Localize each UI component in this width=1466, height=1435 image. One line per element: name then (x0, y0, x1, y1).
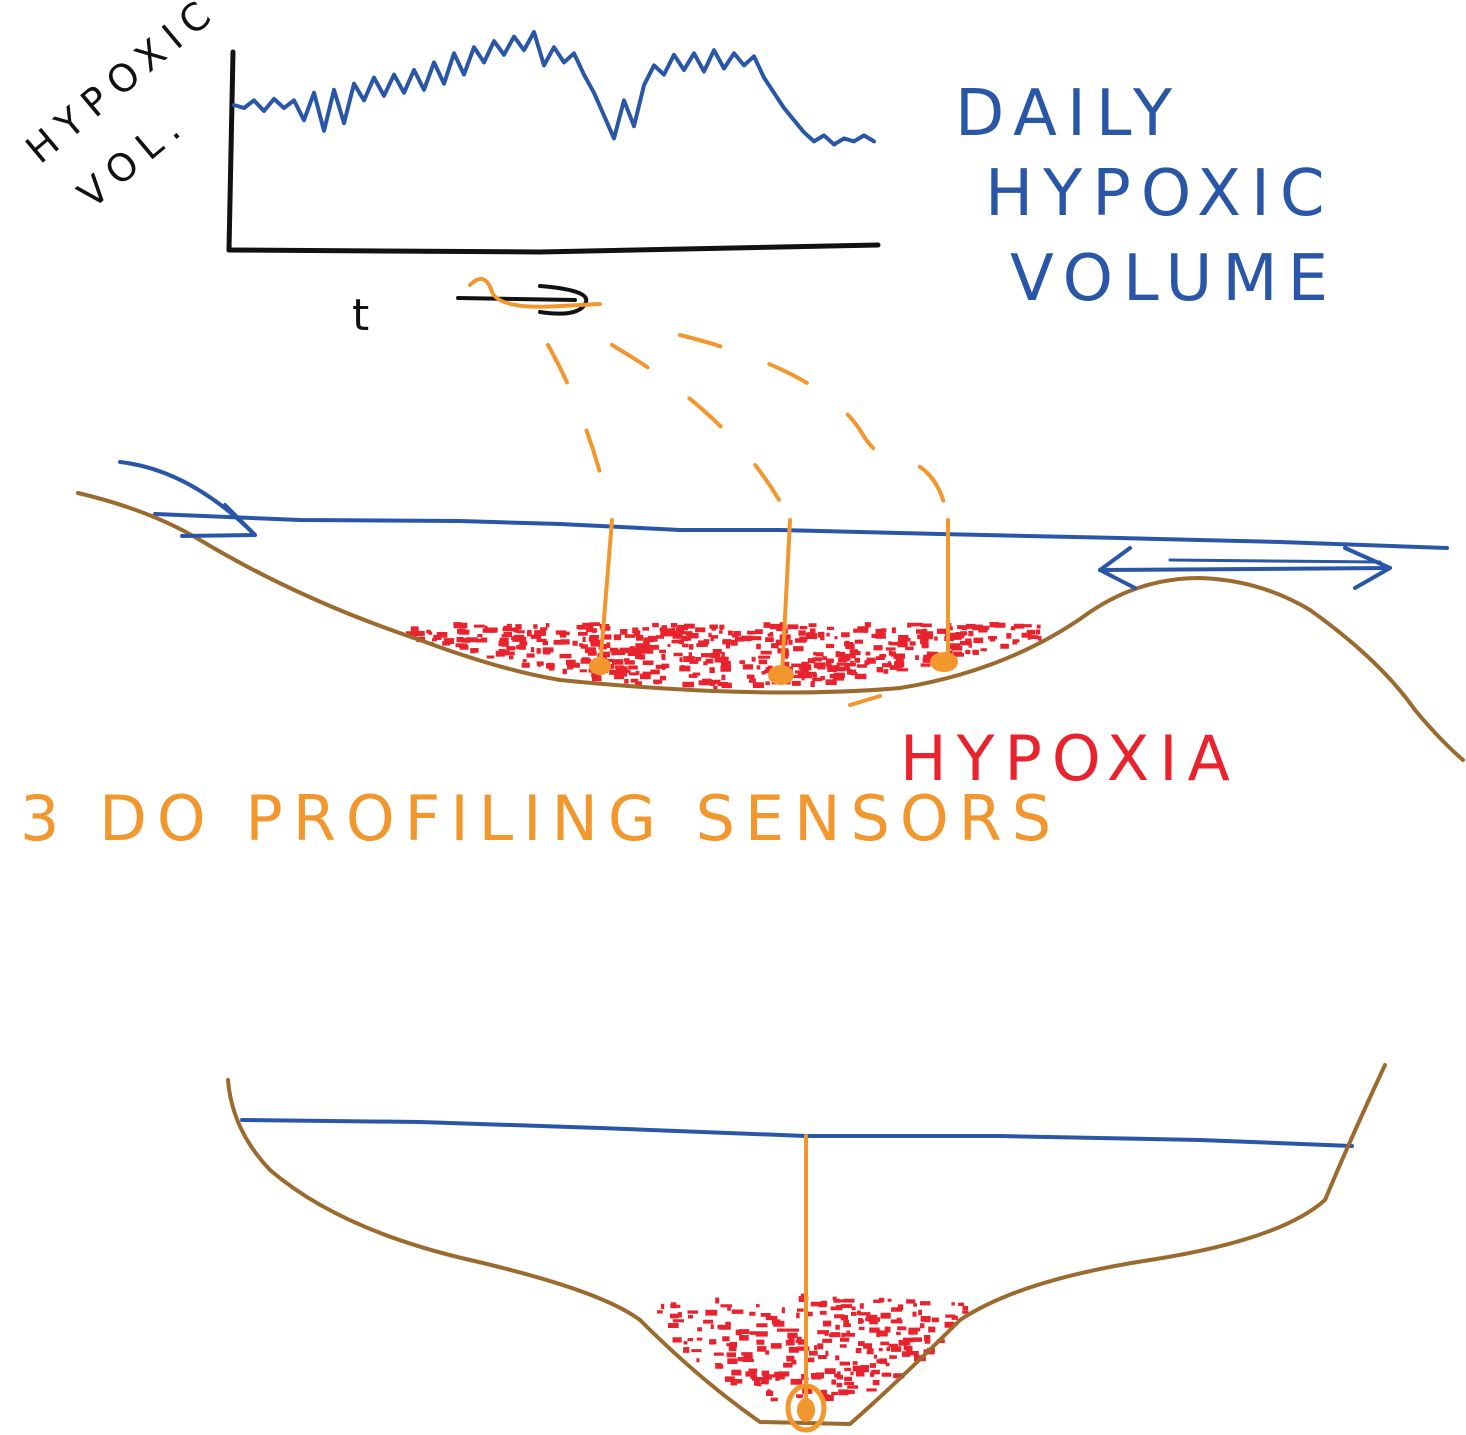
double-headed-arrow-icon (1098, 546, 1392, 590)
lower-cross-section (226, 1063, 1387, 1433)
sensor-2 (780, 518, 792, 677)
x-axis (226, 242, 881, 255)
hypoxic-volume-chart (226, 30, 881, 255)
sensor-3-float (930, 652, 958, 672)
sensors-label: 3 DO PROFILING SENSORS (20, 782, 1061, 855)
water-surface-lower (240, 1118, 1354, 1148)
sensor-2-float (768, 665, 794, 685)
profiling-sensor-lower (785, 1134, 827, 1433)
sensor-projection-lines (546, 333, 950, 522)
x-axis-label: t (352, 290, 379, 341)
hypoxia-label: HYPOXIA (900, 722, 1240, 795)
upper-cross-section (76, 460, 1465, 762)
title-line2: HYPOXIC (985, 157, 1335, 231)
hypoxia-zone-lower (656, 1293, 969, 1402)
y-axis (226, 49, 236, 253)
chart-title: DAILY HYPOXIC VOLUME (955, 77, 1338, 316)
lake-bed-upper (76, 491, 1465, 762)
sensor-1 (598, 518, 614, 670)
water-surface-upper (153, 512, 1449, 550)
right-arrow-icon (118, 460, 257, 538)
hypoxia-zone-upper (405, 622, 1042, 690)
title-line1: DAILY (955, 77, 1182, 151)
sensor-lower-float (785, 1383, 827, 1433)
right-arrow-icon (456, 276, 602, 316)
sensor-1-float (589, 657, 611, 675)
hypoxic-volume-line (232, 30, 876, 147)
title-line3: VOLUME (1010, 242, 1338, 316)
lake-bed-lower (226, 1063, 1387, 1426)
profiling-sensors (589, 518, 958, 707)
